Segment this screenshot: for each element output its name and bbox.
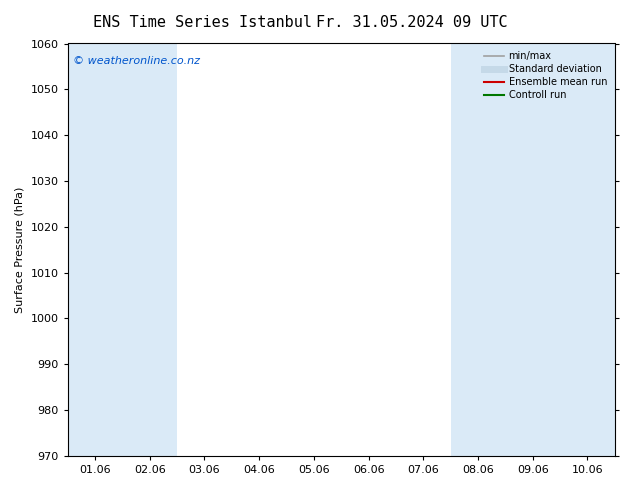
Bar xyxy=(451,44,505,456)
Legend: min/max, Standard deviation, Ensemble mean run, Controll run: min/max, Standard deviation, Ensemble me… xyxy=(481,49,610,103)
Bar xyxy=(68,44,122,456)
Text: © weatheronline.co.nz: © weatheronline.co.nz xyxy=(73,56,200,66)
Bar xyxy=(122,44,177,456)
Text: ENS Time Series Istanbul: ENS Time Series Istanbul xyxy=(93,15,313,30)
Bar xyxy=(505,44,560,456)
Bar xyxy=(560,44,615,456)
Y-axis label: Surface Pressure (hPa): Surface Pressure (hPa) xyxy=(15,187,25,313)
Text: Fr. 31.05.2024 09 UTC: Fr. 31.05.2024 09 UTC xyxy=(316,15,508,30)
